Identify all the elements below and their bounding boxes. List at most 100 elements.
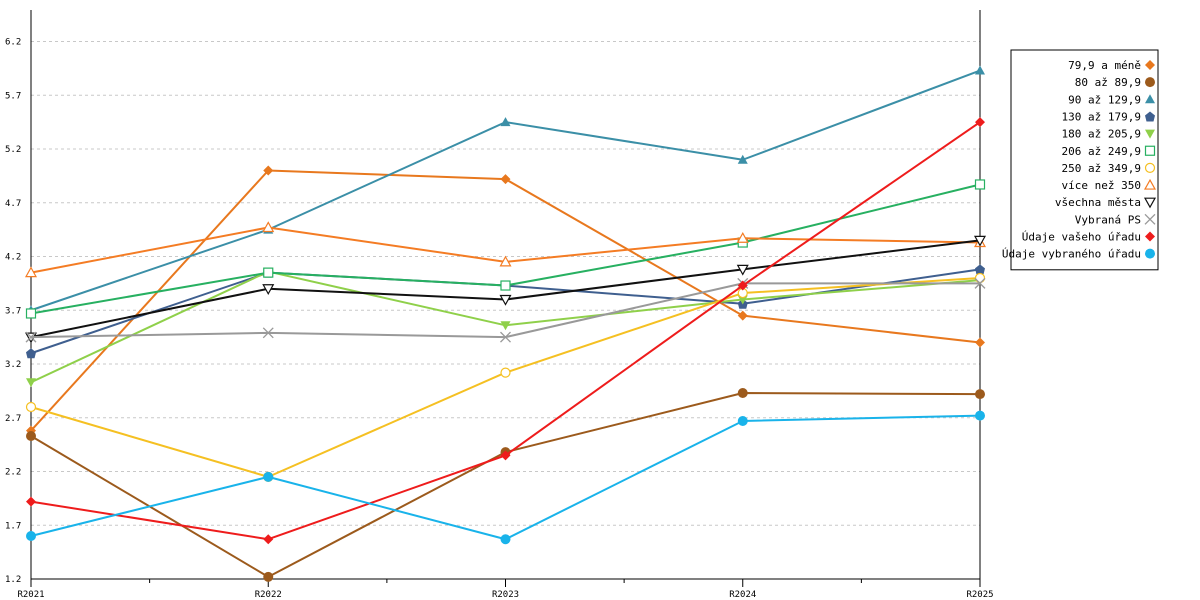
marker <box>737 310 748 321</box>
marker <box>262 221 275 233</box>
marker <box>26 378 36 388</box>
legend-item: všechna města <box>1055 196 1157 209</box>
y-tick-label: 2.2 <box>5 468 21 478</box>
marker <box>1145 231 1155 242</box>
marker <box>737 415 748 426</box>
marker <box>1145 60 1155 70</box>
legend-item: 180 až 205,9 <box>1062 128 1155 141</box>
series-2 <box>26 388 985 582</box>
marker <box>975 264 985 275</box>
marker <box>973 235 987 247</box>
legend-item: 206 až 249,9 <box>1062 145 1156 158</box>
series-layer <box>24 65 987 582</box>
marker <box>25 308 37 319</box>
marker <box>1144 145 1156 156</box>
series-line <box>30 392 981 578</box>
marker <box>26 431 36 442</box>
marker <box>1143 178 1157 190</box>
marker <box>975 337 985 348</box>
legend-item: více než 350 <box>1062 178 1157 192</box>
legend-label: 130 až 179,9 <box>1062 110 1141 123</box>
marker <box>500 174 511 185</box>
x-tick-label: R2023 <box>492 590 519 600</box>
marker <box>1145 111 1155 122</box>
y-tick-label: 3.2 <box>5 360 21 370</box>
axes <box>30 10 981 587</box>
y-tick-label: 2.7 <box>5 414 21 424</box>
legend-label: 80 až 89,9 <box>1075 76 1141 89</box>
marker <box>24 266 38 278</box>
legend-label: 79,9 a méně <box>1068 59 1141 72</box>
marker <box>263 534 274 545</box>
series-line <box>30 183 981 315</box>
marker <box>974 272 986 284</box>
marker <box>25 401 37 413</box>
marker <box>263 267 274 278</box>
marker <box>737 295 748 305</box>
marker <box>1145 248 1155 259</box>
marker <box>737 154 748 164</box>
legend-item: Vybraná PS <box>1075 213 1156 226</box>
marker <box>1144 162 1156 173</box>
marker <box>736 231 749 243</box>
y-tick-label: 4.7 <box>5 199 21 209</box>
legend-label: více než 350 <box>1062 179 1141 192</box>
legend-label: Údaje vybraného úřadu <box>1002 248 1141 261</box>
marker <box>262 327 274 339</box>
legend-item: 79,9 a méně <box>1068 59 1155 72</box>
marker <box>1145 129 1155 139</box>
legend: 79,9 a méně 80 až 89,9 90 až 129,9 130 až 1… <box>1002 49 1159 271</box>
marker <box>500 331 511 343</box>
marker-stroke <box>1144 213 1156 225</box>
series-11 <box>26 117 985 545</box>
marker-stroke <box>262 327 274 339</box>
legend-label: Vybraná PS <box>1075 213 1141 226</box>
marker <box>974 179 986 190</box>
marker <box>26 531 36 541</box>
grid-lines <box>31 41 980 526</box>
marker <box>500 534 511 545</box>
series-8 <box>24 221 987 278</box>
y-tick-label: 5.2 <box>5 145 21 155</box>
legend-item: Údaje vybraného úřadu <box>1002 248 1155 261</box>
series-12 <box>26 410 985 545</box>
x-tick-labels: R2021 R2022 R2023 R2024 R2025 <box>17 590 993 600</box>
marker <box>1143 197 1157 209</box>
legend-item: 80 až 89,9 <box>1075 76 1155 89</box>
marker <box>736 264 749 276</box>
marker <box>500 280 511 291</box>
marker <box>737 280 748 291</box>
marker <box>1144 213 1156 225</box>
marker <box>1145 77 1155 88</box>
marker <box>26 348 36 359</box>
marker <box>500 117 511 127</box>
legend-label: Údaje vašeho úřadu <box>1022 231 1141 244</box>
marker <box>975 65 985 75</box>
marker <box>263 471 274 482</box>
legend-item: 90 až 129,9 <box>1068 93 1155 106</box>
y-tick-labels: 1.2 1.7 2.2 2.7 3.2 3.7 4.2 4.7 5.2 5.7 6.2 <box>5 38 21 586</box>
marker <box>500 367 511 378</box>
marker <box>262 284 275 295</box>
marker <box>499 294 512 306</box>
x-tick-label: R2025 <box>966 590 993 600</box>
y-tick-label: 1.7 <box>5 521 21 531</box>
legend-label: 180 až 205,9 <box>1062 128 1141 141</box>
x-tick-label: R2024 <box>729 590 756 600</box>
marker <box>975 410 985 421</box>
marker <box>263 571 274 582</box>
legend-label: všechna města <box>1055 196 1141 209</box>
series-line <box>30 121 981 541</box>
marker-stroke <box>25 331 37 343</box>
x-tick-label: R2022 <box>255 590 282 600</box>
marker <box>1145 94 1155 104</box>
marker <box>737 388 748 399</box>
marker <box>974 277 986 289</box>
marker <box>500 450 511 461</box>
marker-stroke <box>974 277 986 289</box>
marker-stroke <box>500 331 511 343</box>
legend-label: 206 až 249,9 <box>1062 145 1141 158</box>
legend-item: 130 až 179,9 <box>1062 110 1155 123</box>
marker <box>975 389 985 400</box>
y-tick-label: 6.2 <box>5 38 21 48</box>
